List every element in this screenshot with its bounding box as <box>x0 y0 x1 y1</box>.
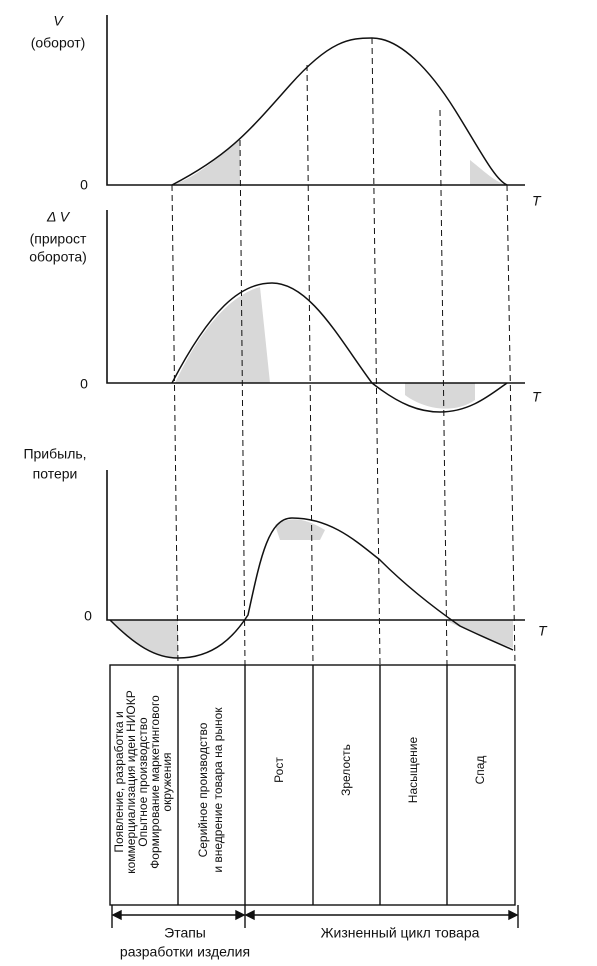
zero-label: 0 <box>84 608 92 624</box>
y-label: V <box>53 13 64 29</box>
curve-growth <box>171 282 508 413</box>
stage-label: Этапы <box>164 925 206 941</box>
shade <box>470 160 507 185</box>
stage-label: разработки изделия <box>120 944 250 960</box>
shade <box>172 140 240 185</box>
column-text: Спад <box>473 756 487 785</box>
column-text: и внедрение товара на рынок <box>211 707 225 873</box>
y-label: Прибыль, <box>23 446 86 462</box>
curve-sales <box>171 37 508 186</box>
y-label: (оборот) <box>31 35 86 51</box>
t-label: T <box>532 193 542 209</box>
t-label: T <box>532 389 542 405</box>
shade <box>405 383 475 409</box>
y-label: Δ V <box>46 209 71 225</box>
shade <box>275 519 325 540</box>
axis <box>106 470 525 621</box>
shade <box>175 287 270 383</box>
column-text: Появление, разработка и <box>112 711 126 852</box>
zero-label: 0 <box>80 376 88 392</box>
column-text: Серийное производство <box>196 722 210 857</box>
axis <box>106 15 525 186</box>
dashed-lines <box>171 37 516 666</box>
column-text: коммерциализация идеи НИОКР <box>124 690 138 873</box>
y-label: (прирост <box>30 231 87 247</box>
y-label: оборота) <box>29 249 87 265</box>
shade <box>445 620 513 648</box>
column-text: окружения <box>160 752 174 811</box>
column-text: Насыщение <box>406 736 420 803</box>
life-cycle-label: Жизненный цикл товара <box>321 925 480 941</box>
column-text: Зрелость <box>339 744 353 796</box>
t-label: T <box>538 623 548 639</box>
column-text: Опытное производство <box>136 717 150 847</box>
axis <box>106 210 525 384</box>
column-dividers <box>177 665 448 905</box>
column-text: Формирование маркетингового <box>148 695 162 869</box>
bottom-arrows <box>111 905 519 928</box>
column-text: Рост <box>272 757 286 783</box>
zero-label: 0 <box>80 177 88 193</box>
shade <box>110 620 178 659</box>
y-label: потери <box>33 466 78 482</box>
